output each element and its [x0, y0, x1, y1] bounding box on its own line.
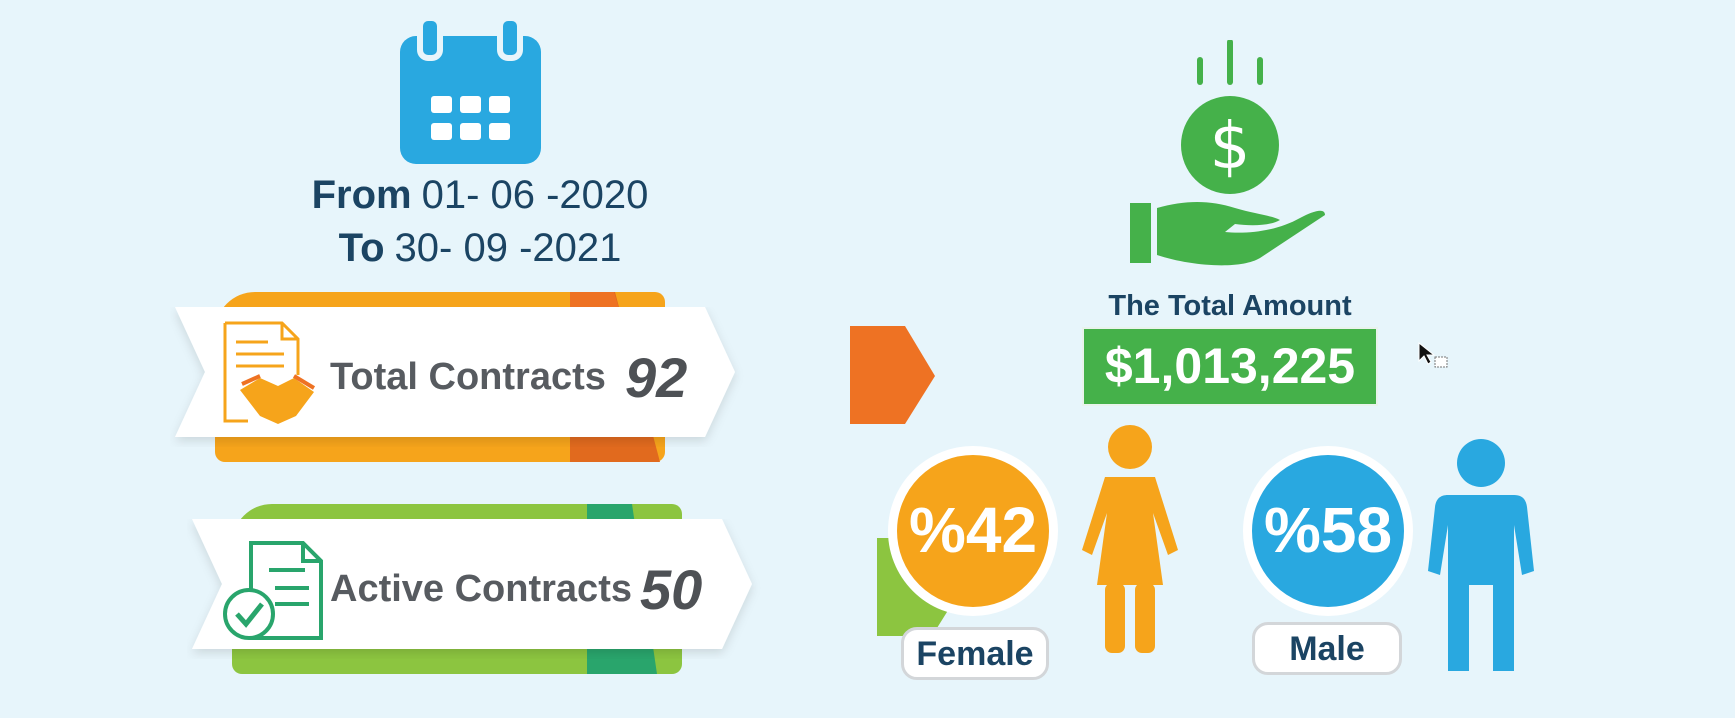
from-date: 01- 06 -2020	[421, 173, 649, 217]
date-to: To 30- 09 -2021	[230, 226, 730, 271]
mouse-cursor-icon	[1418, 342, 1448, 368]
svg-text:$: $	[1210, 110, 1251, 184]
female-figure-icon	[1082, 425, 1178, 653]
total-contracts-value: 92	[625, 346, 688, 409]
active-contracts-label: Active Contracts	[330, 568, 632, 610]
male-label: Male	[1252, 622, 1402, 675]
money-hand-icon: $	[1130, 40, 1325, 266]
to-date: 30- 09 -2021	[394, 226, 622, 270]
contract-handshake-icon	[223, 321, 316, 424]
total-amount-value: $1,013,225	[1082, 327, 1378, 406]
female-label: Female	[901, 627, 1049, 680]
active-contracts-value: 50	[640, 558, 703, 621]
to-label: To	[338, 226, 385, 270]
total-amount-title: The Total Amount	[1108, 290, 1352, 322]
banner-card	[192, 519, 752, 649]
male-figure-icon	[1428, 439, 1534, 671]
female-percent-circle: %42	[888, 446, 1058, 616]
from-label: From	[311, 173, 412, 217]
total-contracts-label: Total Contracts	[330, 356, 606, 398]
male-percent-circle: %58	[1243, 446, 1413, 616]
date-from: From 01- 06 -2020	[230, 173, 730, 218]
banner-card	[175, 307, 735, 437]
calendar-icon	[400, 18, 541, 164]
document-check-icon	[223, 541, 323, 640]
